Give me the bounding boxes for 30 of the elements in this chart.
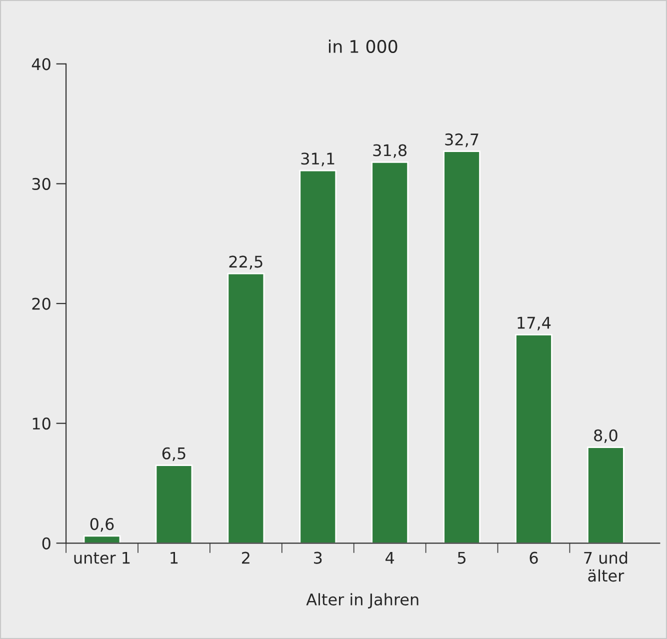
x-tick-label: 2: [242, 552, 250, 564]
bar: [515, 334, 552, 544]
data-label: 22,5: [229, 256, 262, 270]
x-tick-label: 3: [314, 552, 322, 564]
y-tick-label: 20: [32, 298, 50, 310]
data-label: 8,0: [594, 429, 618, 444]
data-label: 31,8: [373, 144, 407, 158]
bar: [587, 446, 624, 544]
x-tick-label: 5: [458, 552, 466, 564]
data-label: 17,4: [518, 316, 551, 330]
chart-title: in 1 000: [328, 40, 398, 54]
bar: [227, 272, 265, 544]
bar: [371, 161, 409, 544]
data-label: 6,5: [162, 447, 186, 462]
bar: [443, 150, 480, 544]
y-tick-label: 30: [32, 178, 50, 190]
data-label: 32,7: [445, 133, 478, 148]
bar: [155, 464, 193, 544]
data-label: 0,6: [90, 518, 114, 532]
y-tick-label: 40: [32, 58, 50, 70]
x-tick-label: 4: [386, 552, 394, 564]
x-tick-label: 7 und älter: [584, 551, 628, 582]
bar: [299, 170, 337, 544]
x-tick-label: unter 1: [74, 552, 130, 564]
y-tick-label: 10: [32, 418, 50, 430]
x-tick-label: 6: [530, 552, 538, 564]
x-axis-title: Alter in Jahren: [306, 593, 418, 608]
x-tick-label: 1: [170, 552, 178, 564]
y-tick-label: 0: [42, 537, 50, 550]
data-label: 31,1: [301, 152, 334, 166]
